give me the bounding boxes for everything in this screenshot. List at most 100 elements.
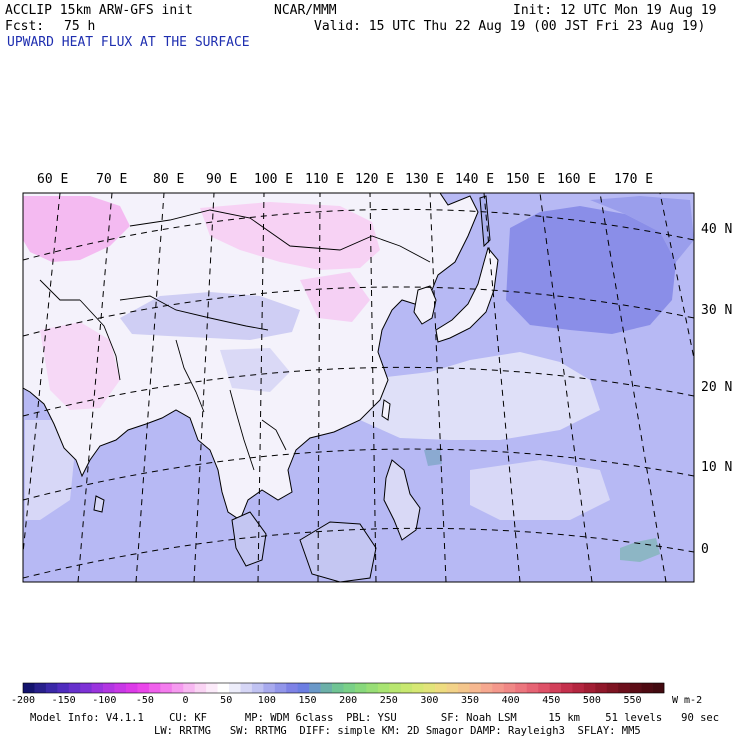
colorbar-swatch xyxy=(515,683,527,693)
colorbar-swatch xyxy=(160,683,173,693)
colorbar-swatch xyxy=(629,683,642,693)
colorbar-units: W m-2 xyxy=(672,695,703,706)
colorbar-swatch xyxy=(492,683,505,693)
colorbar-swatch xyxy=(354,683,367,693)
colorbar-swatch xyxy=(171,683,184,693)
land-indonesia xyxy=(299,521,377,582)
strong-flux-region xyxy=(506,206,676,334)
model-info-line-1: Model Info: V4.1.1 CU: KF MP: WDM 6class… xyxy=(30,712,720,724)
colorbar-swatch xyxy=(480,683,493,693)
lon-label: 130 E xyxy=(405,172,445,187)
map-frame xyxy=(22,192,695,583)
colorbar-swatch xyxy=(583,683,596,693)
colorbar-swatch xyxy=(503,683,516,693)
colorbar-swatch xyxy=(652,683,665,693)
valid-time: Valid: 15 UTC Thu 22 Aug 19 (00 JST Fri … xyxy=(314,19,706,34)
colorbar-swatch xyxy=(286,683,299,693)
colorbar-swatch xyxy=(240,683,253,693)
land-indonesia xyxy=(231,511,267,567)
colorbar-swatch xyxy=(526,683,539,693)
lon-label: 140 E xyxy=(455,172,495,187)
colorbar-swatch xyxy=(389,683,402,693)
lon-label: 90 E xyxy=(206,172,238,187)
colorbar-tick-label: 250 xyxy=(379,695,398,706)
lon-label: 100 E xyxy=(254,172,294,187)
lat-label: 20 N xyxy=(701,380,733,395)
lon-label: 70 E xyxy=(96,172,128,187)
colorbar-swatch xyxy=(572,683,585,693)
colorbar-tick-label: 450 xyxy=(542,695,561,706)
colorbar-swatch xyxy=(263,683,276,693)
negative-flux-region xyxy=(200,202,380,270)
strong-flux-region xyxy=(590,196,694,262)
lon-label: 60 E xyxy=(37,172,69,187)
lat-label: 30 N xyxy=(701,303,733,318)
plateau-flux-region xyxy=(220,348,290,392)
colorbar-swatch xyxy=(68,683,81,693)
colorbar-swatch xyxy=(457,683,470,693)
lon-label: 110 E xyxy=(305,172,345,187)
lon-label: 160 E xyxy=(557,172,597,187)
lon-label: 120 E xyxy=(355,172,395,187)
colorbar-swatch xyxy=(343,683,356,693)
neutral-ocean-band xyxy=(470,460,610,520)
colorbar-swatch xyxy=(641,683,653,693)
lon-label: 80 E xyxy=(153,172,185,187)
graticule xyxy=(23,193,694,582)
land-korea xyxy=(413,285,437,325)
forecast-hours: 75 h xyxy=(64,19,96,34)
colorbar-tick-label: 300 xyxy=(420,695,439,706)
land-taiwan xyxy=(381,399,391,421)
colorbar-swatch xyxy=(412,683,424,693)
colorbar-tick-label: -200 xyxy=(11,695,36,706)
colorbar-swatch xyxy=(309,683,321,693)
lon-label: 150 E xyxy=(506,172,546,187)
negative-flux-region xyxy=(300,272,370,322)
colorbar-swatch xyxy=(194,683,207,693)
colorbar-tick-label: 400 xyxy=(501,695,520,706)
colorbar-tick-label: 350 xyxy=(460,695,480,706)
lat-label: 0 xyxy=(701,542,709,557)
init-time: Init: 12 UTC Mon 19 Aug 19 xyxy=(513,3,717,18)
colorbar-tick-label: 500 xyxy=(582,695,601,706)
colorbar-swatch xyxy=(423,683,436,693)
colorbar-swatch xyxy=(23,683,35,693)
model-title: ACCLIP 15km ARW-GFS init xyxy=(5,3,193,18)
colorbar-swatch xyxy=(206,683,218,693)
positive-flux-spot xyxy=(424,450,442,466)
colorbar-swatch xyxy=(148,683,161,693)
colorbar-tick-label: 200 xyxy=(339,695,358,706)
colorbar-swatch xyxy=(435,683,447,693)
lon-label: 170 E xyxy=(614,172,654,187)
negative-flux-region xyxy=(40,322,120,410)
colorbar-swatch xyxy=(114,683,127,693)
colorbar-swatch xyxy=(320,683,333,693)
lat-label: 40 N xyxy=(701,222,733,237)
colorbar-tick-label: 0 xyxy=(182,695,189,706)
country-borders xyxy=(39,209,431,471)
colorbar-tick-label: -100 xyxy=(92,695,117,706)
colorbar-swatch xyxy=(606,683,619,693)
colorbar-swatch xyxy=(217,683,230,693)
colorbar-swatch xyxy=(126,683,138,693)
colorbar-swatch xyxy=(366,683,379,693)
forecast-label: Fcst: xyxy=(5,19,45,34)
colorbar-swatch xyxy=(229,683,241,693)
colorbar-swatch xyxy=(549,683,562,693)
field-name: UPWARD HEAT FLUX AT THE SURFACE xyxy=(7,35,250,50)
colorbar-swatch xyxy=(332,683,344,693)
colorbar-tick-label: 100 xyxy=(257,695,276,706)
colorbar-swatch xyxy=(560,683,573,693)
colorbar-swatch xyxy=(274,683,287,693)
land-sri-lanka xyxy=(93,495,105,513)
colorbar-swatch xyxy=(618,683,630,693)
model-info-line-2: LW: RRTMG SW: RRTMG DIFF: simple KM: 2D … xyxy=(154,725,641,737)
organization: NCAR/MMM xyxy=(274,3,337,18)
colorbar-tick-label: 50 xyxy=(220,695,233,706)
colorbar-swatch xyxy=(446,683,459,693)
colorbar-swatch xyxy=(538,683,550,693)
colorbar-swatch xyxy=(91,683,104,693)
colorbar-swatch xyxy=(595,683,608,693)
colorbar-swatch xyxy=(34,683,47,693)
